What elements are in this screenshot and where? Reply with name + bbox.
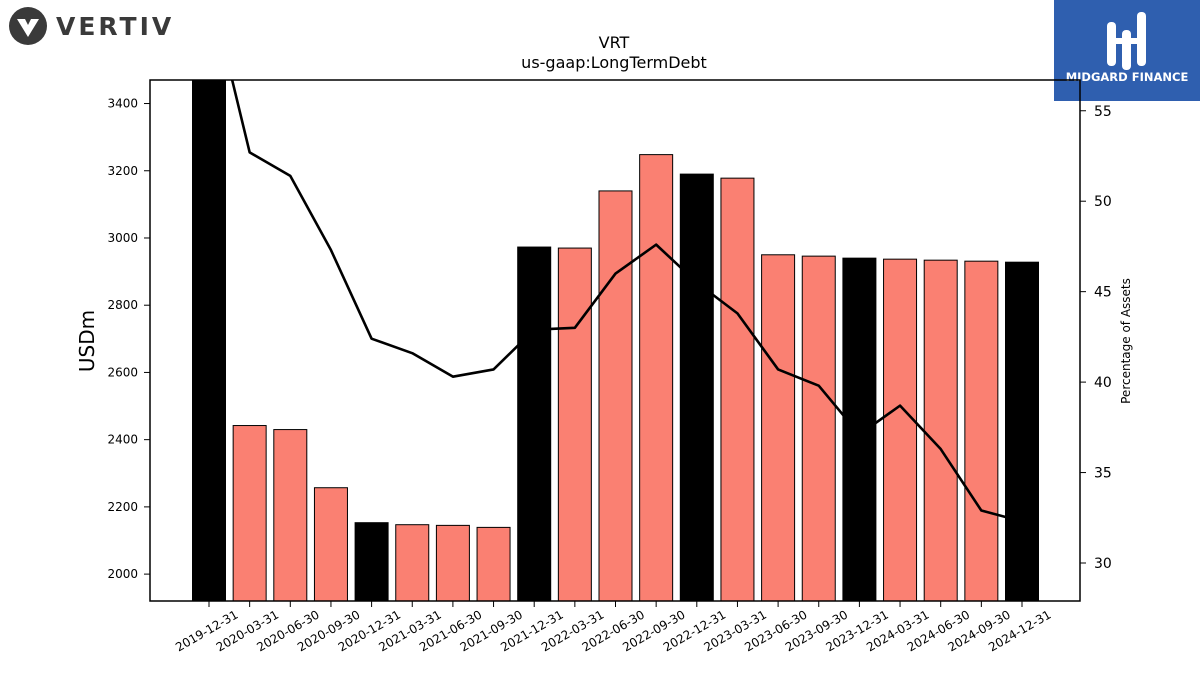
bar-2024-12-31: [1005, 261, 1039, 602]
bar-2024-06-30: [923, 259, 958, 602]
y-axis-label: USDm: [75, 310, 99, 372]
bar-2023-09-30: [801, 255, 836, 602]
y-tick-label: 2000: [107, 567, 138, 581]
bar-2020-12-31: [354, 522, 389, 602]
midgard-finance-logo: MIDGARD FINANCE: [1054, 0, 1200, 101]
y2-tick-label: 30: [1094, 556, 1112, 572]
bar-2022-12-31: [679, 173, 714, 602]
bar-2024-03-31: [883, 258, 918, 602]
bar-2023-06-30: [761, 254, 796, 602]
bar-2023-03-31: [720, 177, 755, 602]
y2-tick-label: 35: [1094, 466, 1112, 482]
vertiv-check-icon: [9, 7, 47, 45]
y-tick-label: 2800: [107, 298, 138, 312]
bars-layer: [192, 79, 1039, 602]
percentage-of-assets-line: [230, 80, 1023, 523]
vertiv-brand-text: VERTIV: [56, 11, 175, 41]
chart-title: VRT: [599, 33, 630, 52]
x-axis: 2019-12-312020-03-312020-06-302020-09-30…: [173, 601, 1054, 654]
bar-2020-03-31: [232, 425, 267, 602]
bar-2021-09-30: [476, 526, 511, 602]
bar-2021-06-30: [435, 524, 470, 602]
bar-2020-06-30: [273, 429, 308, 602]
line-layer: [230, 80, 1023, 523]
chart-subtitle: us-gaap:LongTermDebt: [521, 53, 707, 72]
y-axis-right: 30 35 40 45 50 55: [1080, 104, 1112, 572]
bar-2022-03-31: [557, 247, 592, 602]
y2-axis-label: Percentage of Assets: [1119, 278, 1133, 404]
bar-2019-12-31: [192, 79, 226, 602]
y-tick-label: 3200: [107, 164, 138, 178]
bar-2024-09-30: [964, 260, 999, 602]
y-tick-label: 3000: [107, 231, 138, 245]
y-tick-label: 2400: [107, 433, 138, 447]
y2-tick-label: 50: [1094, 194, 1112, 210]
bar-2023-12-31: [842, 257, 877, 602]
y-tick-label: 2200: [107, 500, 138, 514]
midgard-brand-text: MIDGARD FINANCE: [1065, 70, 1189, 84]
midgard-emblem-icon: [1107, 12, 1146, 70]
bar-2021-12-31: [517, 246, 552, 602]
vertiv-logo: VERTIV: [8, 6, 174, 46]
y2-tick-label: 45: [1094, 285, 1112, 301]
y-axis-left: 2000 2200 2400 2600 2800 3000 3200 3400: [107, 97, 150, 581]
bar-2020-09-30: [313, 487, 348, 602]
y2-tick-label: 55: [1094, 104, 1112, 120]
bar-2022-06-30: [598, 190, 633, 602]
y-tick-label: 2600: [107, 365, 138, 379]
y-tick-label: 3400: [107, 97, 138, 111]
bar-2022-09-30: [639, 154, 674, 602]
y2-tick-label: 40: [1094, 375, 1112, 391]
bar-2021-03-31: [395, 524, 430, 602]
